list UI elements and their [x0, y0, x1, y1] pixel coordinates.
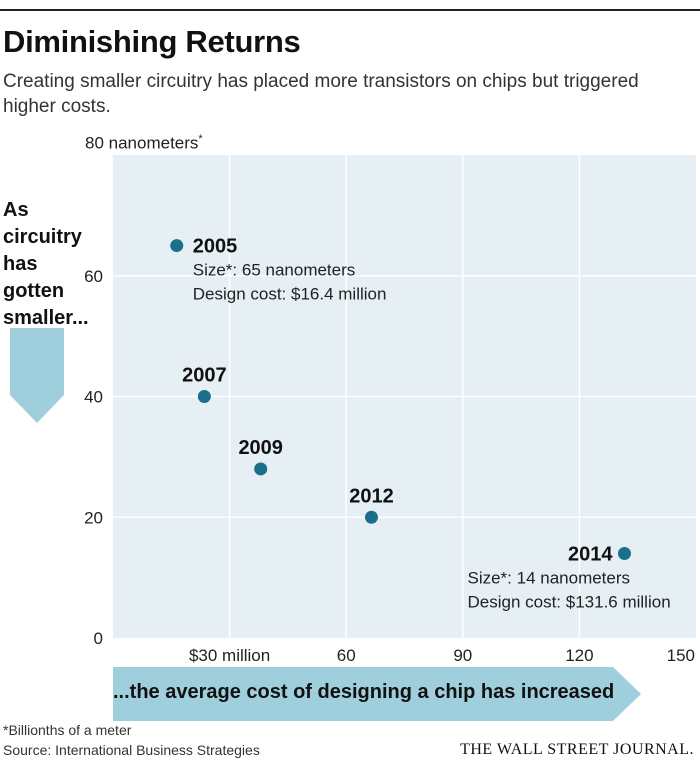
point-year-label: 2007 [182, 365, 227, 387]
right-arrow-icon [113, 667, 641, 721]
point-year-label: 2005 [193, 236, 238, 258]
top-rule [0, 9, 700, 11]
x-tick-label: $30 million [189, 646, 270, 665]
point-year-label: 2012 [349, 485, 394, 507]
x-axis-description: ...the average cost of designing a chip … [113, 681, 615, 703]
y-axis-unit-text: 80 nanometers [85, 133, 199, 153]
chart-subtitle: Creating smaller circuitry has placed mo… [3, 71, 639, 117]
point-size-annotation: Size*: 65 nanometers [193, 261, 356, 280]
tick-labels: 0 20 40 60 $30 million 60 90 120 150 [84, 267, 695, 665]
chart-title: Diminishing Returns [3, 24, 301, 59]
x-tick-label: 120 [565, 646, 593, 665]
point-size-annotation: Size*: 14 nanometers [467, 568, 630, 587]
data-point-2009 [254, 462, 268, 476]
publisher-logo: THE WALL STREET JOURNAL. [460, 741, 694, 758]
down-arrow-icon [10, 328, 64, 423]
gridlines [113, 155, 696, 638]
point-year-label: 2014 [568, 543, 613, 565]
source-note: Source: International Business Strategie… [3, 742, 260, 758]
y-tick-label: 0 [94, 629, 103, 648]
data-point-2005 [170, 239, 184, 253]
x-tick-label: 150 [667, 646, 695, 665]
data-point-2012 [364, 510, 378, 524]
y-tick-label: 20 [84, 508, 103, 527]
data-point-2014 [617, 546, 631, 560]
y-tick-label: 40 [84, 388, 103, 407]
point-year-label: 2009 [238, 437, 283, 459]
data-point-2007 [197, 390, 211, 403]
data-points: 2005 Size*: 65 nanometers Design cost: $16… [170, 236, 671, 611]
point-cost-annotation: Design cost: $131.6 million [467, 592, 670, 611]
y-axis-unit-footnote-mark: * [198, 133, 203, 145]
footnote: *Billionths of a meter [3, 722, 132, 738]
y-tick-label: 60 [84, 267, 103, 286]
y-axis-description: As circuitry has gotten smaller... [3, 199, 89, 329]
x-tick-label: 60 [337, 646, 356, 665]
y-axis-unit: 80 nanometers* [85, 133, 203, 154]
x-tick-label: 90 [453, 646, 472, 665]
point-cost-annotation: Design cost: $16.4 million [193, 285, 387, 304]
